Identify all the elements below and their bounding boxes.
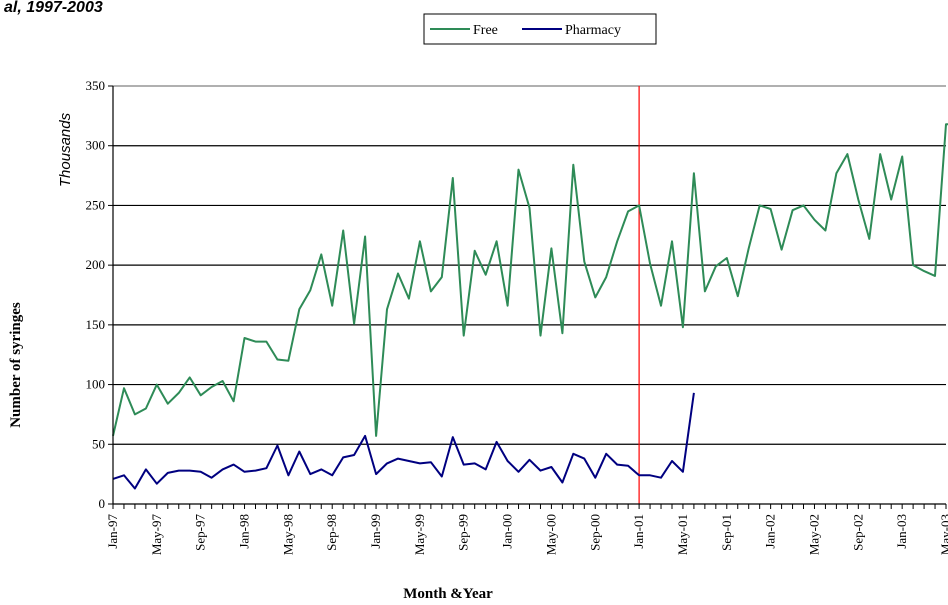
x-tick-label-Sep-98: Sep-98 xyxy=(324,514,339,551)
x-tick-label-Sep-99: Sep-99 xyxy=(456,514,471,551)
y-tick-label-350: 350 xyxy=(86,78,106,93)
x-tick-label-May-97: May-97 xyxy=(149,514,164,556)
x-tick-label-May-02: May-02 xyxy=(806,514,821,555)
header-title-fragment: al, 1997-2003 xyxy=(4,0,103,16)
series-lines xyxy=(112,86,948,504)
y-tick-label-0: 0 xyxy=(99,496,106,511)
y-tick-label-250: 250 xyxy=(86,197,106,212)
x-axis-ticks: Jan-97 May-97 Sep-97 Jan-98 May-98 Sep-98 Jan-… xyxy=(105,504,948,555)
y-tick-label-300: 300 xyxy=(86,138,106,153)
x-tick-label-Jan-00: Jan-00 xyxy=(500,514,515,549)
x-tick-label-May-99: May-99 xyxy=(412,514,427,555)
x-tick-label-Jan-03: Jan-03 xyxy=(894,514,909,549)
y-axis-ticks: 0 50 100 150 200 250 300 350 xyxy=(86,78,113,511)
x-tick-label-Sep-02: Sep-02 xyxy=(850,514,865,551)
x-tick-label-Jan-98: Jan-98 xyxy=(237,514,252,549)
legend-free-label: Free xyxy=(473,23,498,38)
x-tick-label-Jan-01: Jan-01 xyxy=(631,514,646,549)
y-tick-label-150: 150 xyxy=(86,317,106,332)
legend: Free Pharmacy xyxy=(423,13,657,45)
legend-pharmacy-label: Pharmacy xyxy=(565,23,621,38)
x-axis-title: Month &Year xyxy=(403,586,493,602)
y-tick-label-100: 100 xyxy=(86,377,106,392)
x-tick-label-Jan-97: Jan-97 xyxy=(105,514,120,549)
y-units-label: Thousands xyxy=(57,112,74,187)
x-tick-label-Sep-97: Sep-97 xyxy=(193,514,208,551)
x-tick-label-Jan-02: Jan-02 xyxy=(763,514,778,549)
axes xyxy=(112,86,946,505)
gridlines xyxy=(113,85,946,445)
x-tick-label-May-98: May-98 xyxy=(280,514,295,555)
x-tick-label-Sep-01: Sep-01 xyxy=(719,514,734,551)
y-axis-title: Number of syringes xyxy=(8,302,24,428)
series-line-free xyxy=(112,123,948,437)
x-tick-label-May-03: May-03 xyxy=(938,514,948,555)
y-tick-label-50: 50 xyxy=(92,436,105,451)
x-tick-label-May-00: May-00 xyxy=(543,514,558,555)
x-tick-label-Jan-99: Jan-99 xyxy=(368,514,383,549)
x-tick-label-May-01: May-01 xyxy=(675,514,690,555)
series-line-pharmacy xyxy=(112,392,695,490)
x-tick-label-Sep-00: Sep-00 xyxy=(587,514,602,551)
y-tick-label-200: 200 xyxy=(86,257,106,272)
